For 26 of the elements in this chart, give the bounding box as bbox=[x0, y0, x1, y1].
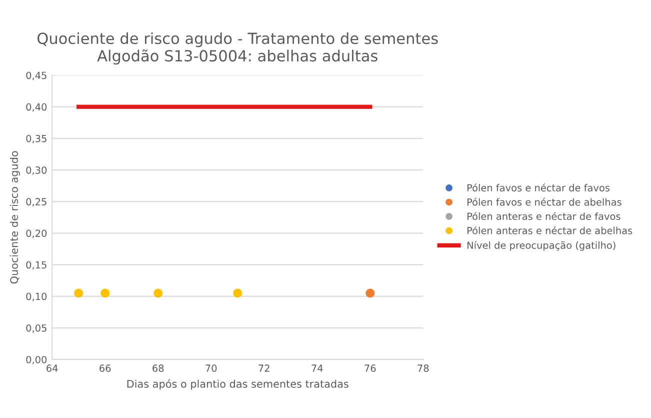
y-tick-label: 0,05 bbox=[26, 324, 46, 333]
y-tick-label: 0,25 bbox=[26, 198, 46, 206]
y-axis-title: Quociente de risco agudo bbox=[10, 151, 20, 284]
x-tick-label: 68 bbox=[152, 364, 164, 372]
legend-label: Pólen favos e néctar de favos bbox=[468, 184, 610, 192]
y-tick-label: 0,10 bbox=[26, 292, 47, 302]
y-tick-label: 0,15 bbox=[26, 261, 46, 270]
x-tick-label: 70 bbox=[206, 364, 217, 372]
legend-label: Pólen anteras e néctar de abelhas bbox=[468, 226, 632, 234]
x-tick-label: 64 bbox=[46, 364, 58, 372]
x-axis-title: Dias após o plantio das sementes tratadas bbox=[127, 379, 348, 390]
x-tick-label: 66 bbox=[100, 364, 111, 372]
legend-label: Pólen favos e néctar de abelhas bbox=[468, 198, 622, 206]
y-tick-label: 0,40 bbox=[26, 103, 47, 112]
y-tick-label: 0,45 bbox=[26, 72, 46, 80]
x-tick-label: 74 bbox=[312, 364, 323, 372]
y-tick-label: 0,00 bbox=[26, 356, 47, 364]
x-tick-label: 78 bbox=[418, 364, 429, 372]
x-tick-label: 72 bbox=[258, 364, 270, 372]
legend-label: Nível de preocupação (gatilho) bbox=[468, 241, 616, 251]
y-tick-label: 0,35 bbox=[26, 134, 46, 144]
x-tick-label: 76 bbox=[364, 364, 376, 372]
y-tick-label: 0,20 bbox=[26, 230, 47, 238]
chart-title: Quociente de risco agudo - Tratamento de sementes Algodão S13-05004: abelhas adultas bbox=[38, 32, 438, 65]
y-tick-label: 0,30 bbox=[26, 166, 47, 175]
legend-label: Pólen anteras e néctar de favos bbox=[468, 212, 620, 220]
